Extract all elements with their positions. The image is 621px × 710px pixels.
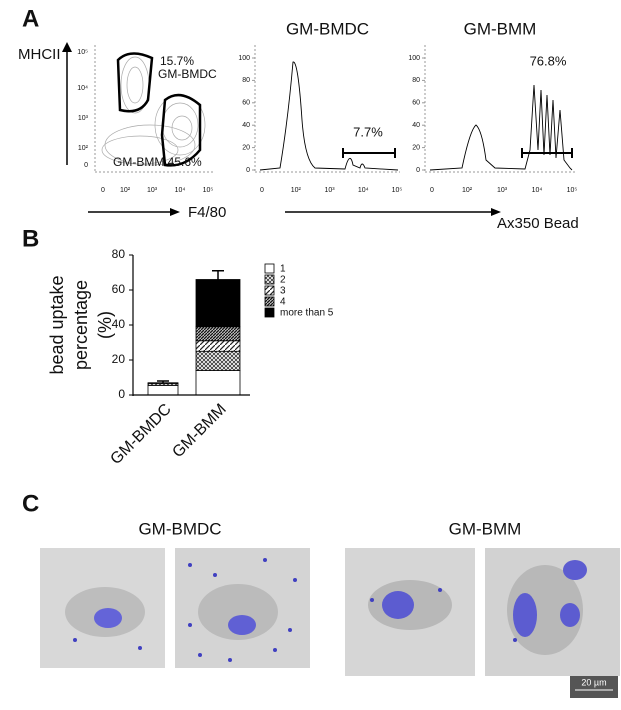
panel-label: C — [22, 490, 39, 517]
x-tick-label: 10⁴ — [358, 187, 369, 194]
x-tick-label: 10⁵ — [567, 187, 578, 194]
gate-label: 76.8% — [530, 53, 567, 68]
legend-swatch — [264, 263, 275, 274]
legend-label: 1 — [280, 264, 286, 275]
bar-segment — [195, 279, 241, 328]
image-title: GM-BMDC — [138, 519, 221, 538]
y-tick-label: 80 — [412, 77, 420, 84]
gate-label: GM-BMM 45.6% — [113, 155, 202, 169]
y-tick-label: 80 — [242, 77, 250, 84]
x-tick-label: 10⁴ — [532, 187, 543, 194]
scale-bar: 20 µm — [581, 677, 606, 687]
x-tick-label: 10⁵ — [203, 187, 214, 194]
x-tick-label: 10³ — [497, 187, 508, 194]
x-tick-label: 10² — [120, 187, 131, 194]
y-axis-label: (%) — [95, 311, 115, 339]
x-tick-label: 0 — [430, 187, 434, 194]
y-tick-label: 0 — [246, 167, 250, 174]
y-tick-label: 40 — [412, 122, 420, 129]
x-tick-label: 10² — [462, 187, 473, 194]
x-tick-label: 0 — [101, 187, 105, 194]
legend-label: 3 — [280, 286, 286, 297]
y-tick-label: 10⁴ — [77, 85, 88, 92]
y-tick-label: 60 — [112, 282, 126, 296]
error-bar — [157, 380, 169, 383]
y-tick-label: 60 — [242, 100, 250, 107]
y-tick-label: 40 — [112, 317, 126, 331]
histogram-title: GM-BMM — [464, 19, 537, 38]
y-tick-label: 20 — [242, 144, 250, 151]
gate-label: GM-BMDC — [158, 67, 217, 81]
gate-label: 15.7% — [160, 54, 194, 68]
axis-label: Ax350 Bead — [497, 215, 579, 232]
axis-label: MHCII — [18, 46, 61, 63]
legend-swatch — [264, 285, 275, 296]
bar-segment — [195, 350, 241, 371]
legend-label: 4 — [280, 297, 286, 308]
x-tick-label: GM-BMM — [169, 401, 229, 461]
bar-segment — [147, 384, 179, 396]
y-tick-label: 20 — [412, 144, 420, 151]
legend-swatch — [264, 307, 275, 318]
y-axis-label: bead uptake — [47, 275, 67, 374]
x-tick-label: 10³ — [324, 187, 335, 194]
y-tick-label: 0 — [416, 167, 420, 174]
micrographs: GM-BMDC GM-BMM 20 µm — [40, 519, 620, 698]
y-tick-label: 0 — [118, 387, 125, 401]
legend-swatch — [264, 296, 275, 307]
legend-swatch — [264, 274, 275, 285]
bar-segment — [195, 370, 241, 396]
legend-label: more than 5 — [280, 308, 334, 319]
y-tick-label: 100 — [238, 55, 250, 62]
y-tick-label: 10³ — [78, 115, 89, 122]
bar-segment — [195, 326, 241, 342]
axis-label: F4/80 — [188, 204, 226, 221]
y-tick-label: 0 — [84, 162, 88, 169]
flow-plot: MHCII 15.7% GM-BMDC GM-BMM 45.6% F4/80 — [18, 42, 226, 221]
bar-segment — [147, 382, 179, 385]
gate-label: 7.7% — [353, 124, 383, 139]
panel-label: B — [22, 225, 39, 252]
legend-label: 2 — [280, 275, 286, 286]
error-bar — [212, 270, 224, 280]
image-title: GM-BMM — [449, 519, 522, 538]
x-tick-label: 10⁵ — [392, 187, 403, 194]
y-axis-label: percentage — [71, 280, 91, 370]
y-tick-label: 60 — [412, 100, 420, 107]
y-tick-label: 10⁵ — [77, 49, 88, 56]
y-tick-label: 100 — [408, 55, 420, 62]
x-tick-label: 10² — [291, 187, 302, 194]
bar-segment — [195, 340, 241, 352]
histogram-title: GM-BMDC — [286, 19, 369, 38]
y-tick-label: 80 — [112, 247, 126, 261]
x-tick-label: 10⁴ — [175, 187, 186, 194]
x-tick-label: GM-BMDC — [107, 401, 174, 468]
panel-label: A — [22, 5, 39, 32]
y-tick-label: 10² — [78, 145, 89, 152]
y-tick-label: 20 — [112, 352, 126, 366]
x-tick-label: 10³ — [147, 187, 158, 194]
y-tick-label: 40 — [242, 122, 250, 129]
x-tick-label: 0 — [260, 187, 264, 194]
